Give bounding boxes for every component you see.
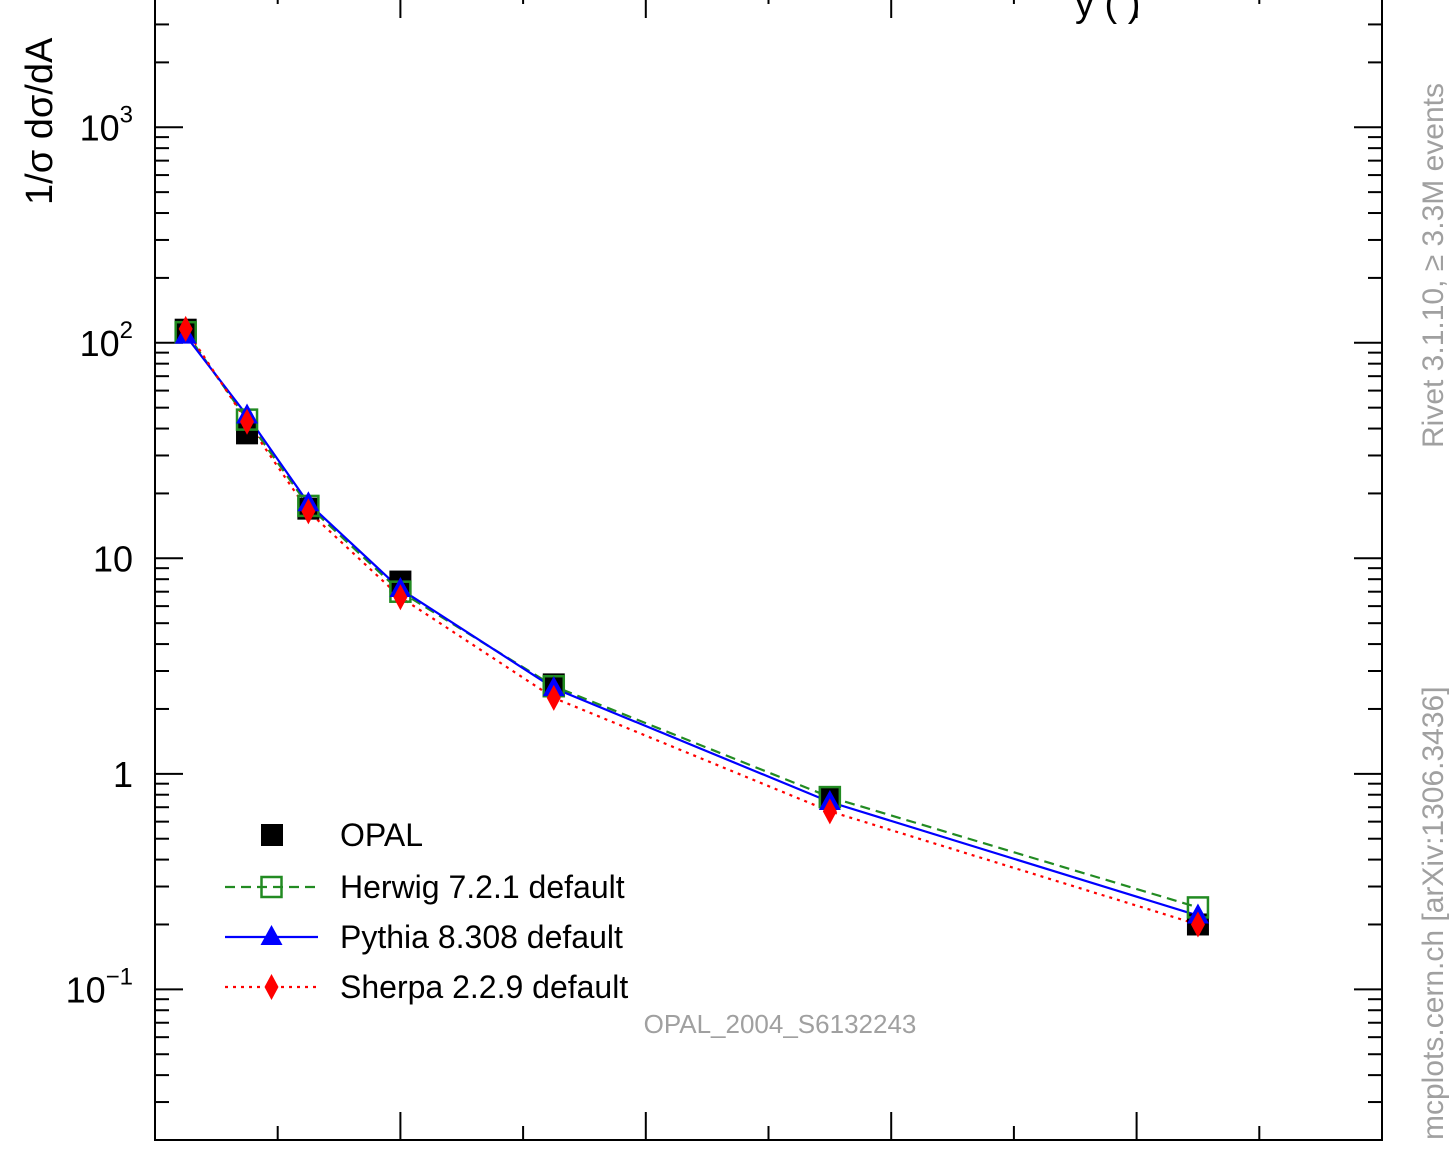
- y-tick-label: 102: [80, 317, 133, 364]
- y-axis-label: 1/σ dσ/dA: [19, 37, 61, 205]
- legend-marker-3: [264, 974, 279, 1000]
- data-point-series-3-2: [301, 498, 316, 525]
- y-tick-labels: 10−1 1 10 102 103: [66, 101, 133, 1010]
- legend-marker-2: [260, 925, 283, 945]
- y-tick-label: 10: [93, 538, 133, 579]
- data-point-series-3-0: [178, 315, 193, 342]
- series-line-1: [184, 331, 1199, 909]
- legend-label-1: Herwig 7.2.1 default: [340, 869, 625, 905]
- legend-marker-1: [260, 875, 283, 899]
- series-lines: [184, 328, 1199, 926]
- legend-label-3: Sherpa 2.2.9 default: [340, 969, 628, 1005]
- series-markers: [174, 315, 1210, 938]
- rivet-version-label: Rivet 3.1.10, ≥ 3.3M events: [1417, 83, 1450, 448]
- series-line-2: [184, 334, 1199, 917]
- plot-title-fragment: y ( ): [1075, 0, 1140, 25]
- data-point-series-3-5: [822, 798, 837, 825]
- data-point-series-3-3: [393, 584, 408, 611]
- analysis-id-annotation: OPAL_2004_S6132243: [644, 1009, 917, 1039]
- legend-label-0: OPAL: [340, 817, 423, 853]
- y-tick-label: 1: [113, 754, 133, 795]
- legend-label-2: Pythia 8.308 default: [340, 919, 623, 955]
- data-point-series-3-1: [240, 408, 255, 435]
- y-tick-label: 10−1: [66, 963, 133, 1010]
- data-point-series-3-4: [546, 684, 561, 711]
- axis-ticks: [154, 0, 1383, 1141]
- y-tick-label: 103: [80, 101, 133, 148]
- series-line-3: [184, 328, 1199, 926]
- legend-marker-0: [261, 824, 283, 846]
- legend: OPAL Herwig 7.2.1 default Pythia 8.308 def…: [225, 817, 628, 1005]
- mcplots-reference-label: mcplots.cern.ch [arXiv:1306.3436]: [1417, 686, 1450, 1140]
- data-point-series-3-6: [1190, 911, 1205, 938]
